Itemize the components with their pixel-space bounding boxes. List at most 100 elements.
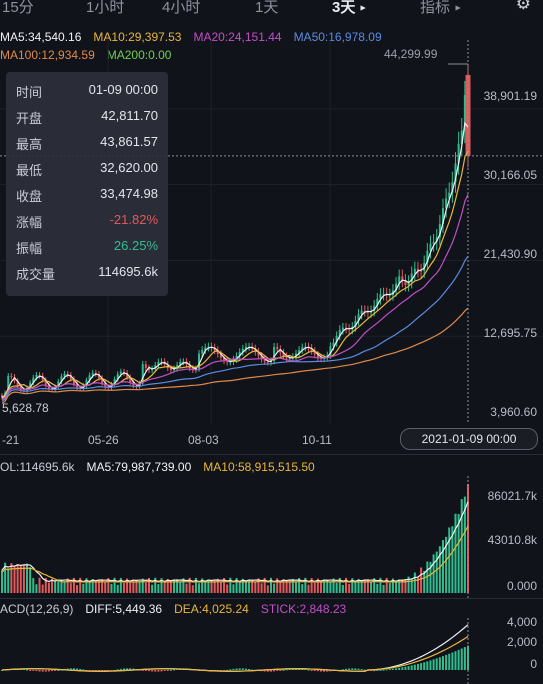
candle-body: [298, 350, 301, 354]
candle-body: [176, 365, 179, 369]
macd-bar: [129, 668, 132, 670]
macd-bar: [157, 670, 160, 672]
volume-bar: [82, 583, 85, 593]
volume-bar: [260, 583, 263, 593]
candle-body: [432, 242, 435, 244]
volume-bar: [279, 581, 282, 593]
macd-bar: [26, 669, 29, 671]
info-value: 32,620.00: [100, 160, 158, 175]
volume-bar: [294, 582, 297, 593]
volume-bar: [316, 578, 319, 593]
settings-gear-icon[interactable]: ⚙: [515, 0, 531, 13]
volume-bar: [94, 580, 97, 593]
tab-interval[interactable]: 1天: [255, 0, 278, 17]
candle-body: [376, 298, 379, 306]
volume-chart[interactable]: [0, 476, 543, 600]
volume-bar: [163, 582, 166, 593]
macd-chart[interactable]: [0, 618, 543, 684]
candle-body: [288, 358, 291, 360]
info-label: 时间: [16, 85, 43, 100]
macd-bar: [1, 670, 3, 671]
macd-bar: [107, 670, 110, 672]
volume-bar: [201, 578, 204, 593]
volume-bar: [160, 578, 163, 593]
info-label: 最高: [16, 137, 43, 152]
volume-bar: [263, 577, 266, 593]
candle-body: [213, 347, 216, 351]
candle-body: [223, 357, 226, 361]
volume-bar: [101, 579, 104, 593]
volume-bar: [269, 577, 272, 593]
candle-body: [88, 375, 91, 381]
volume-bar: [257, 578, 260, 593]
macd-bar: [445, 654, 448, 670]
macd-bar: [263, 670, 266, 672]
volume-bar: [235, 578, 238, 593]
volume-bar: [19, 564, 22, 593]
ma-legend-row-1: MA5:34,540.16 MA10:29,397.53 MA20:24,151.4…: [0, 30, 394, 44]
candle-body: [373, 305, 376, 312]
candle-body: [207, 346, 210, 348]
volume-bar: [307, 584, 310, 593]
macd-bar: [232, 668, 235, 670]
info-value: 33,474.98: [100, 186, 158, 201]
candle-body: [66, 373, 69, 375]
candle-body: [282, 352, 285, 357]
candle-body: [416, 268, 419, 271]
volume-bar: [69, 583, 72, 593]
volume-bar: [44, 578, 47, 593]
macd-bar: [388, 669, 391, 671]
volume-bar: [1, 570, 3, 593]
macd-bar: [122, 668, 125, 670]
crosshair-date-badge: 2021-01-09 00:00: [400, 428, 538, 450]
macd-bar: [57, 669, 60, 671]
candle-info-tooltip: 时间 01-09 00:00 开盘 42,811.70 最高 43,861.57 最低 32,…: [6, 72, 168, 296]
volume-bar: [379, 577, 382, 593]
volume-bar: [51, 578, 54, 593]
macd-bar: [448, 653, 451, 670]
volume-bar: [126, 578, 129, 593]
tab-interval[interactable]: 3天 ▲: [332, 0, 369, 17]
tab-interval[interactable]: 1小时: [86, 0, 124, 17]
macd-bar: [144, 670, 147, 671]
macd-bar: [304, 669, 307, 671]
candle-body: [85, 380, 88, 386]
volume-bar: [416, 577, 419, 593]
macd-bar: [404, 666, 407, 670]
candle-body: [22, 390, 25, 392]
candle-body: [244, 346, 247, 349]
macd-bar: [326, 670, 329, 672]
volume-bar: [110, 583, 113, 593]
candle-body: [10, 375, 13, 377]
info-row: 最低 32,620.00: [16, 160, 158, 180]
tab-interval[interactable]: 4小时: [162, 0, 200, 17]
macd-bar: [320, 670, 323, 672]
macd-bar: [91, 670, 94, 672]
candle-body: [388, 294, 391, 296]
macd-bar: [382, 669, 385, 671]
volume-bar: [223, 578, 226, 593]
price-tick: 21,430.90: [483, 247, 537, 261]
macd-bar: [44, 670, 47, 672]
tab-interval[interactable]: 指标 ▲: [420, 0, 463, 17]
macd-bar: [379, 669, 382, 671]
candle-body: [429, 243, 432, 251]
candle-body: [273, 346, 276, 361]
macd-bar: [345, 668, 348, 670]
macd-bar: [229, 669, 232, 671]
tab-label: 3天: [332, 0, 356, 16]
volume-bar: [185, 583, 188, 593]
volume-bar: [401, 579, 404, 593]
volume-bar: [382, 584, 385, 593]
candle-body: [254, 348, 257, 352]
info-value: 01-09 00:00: [88, 82, 158, 97]
volume-bar: [79, 577, 82, 593]
volume-bar: [357, 579, 360, 593]
volume-bar: [54, 580, 57, 593]
dropdown-caret-icon: ▲: [358, 3, 369, 13]
volume-bar: [266, 585, 269, 593]
volume-bar: [97, 580, 100, 593]
info-label: 振幅: [16, 241, 43, 256]
volume-axis-tick: 86021.7k: [487, 489, 537, 503]
tab-interval[interactable]: 15分: [2, 0, 34, 17]
